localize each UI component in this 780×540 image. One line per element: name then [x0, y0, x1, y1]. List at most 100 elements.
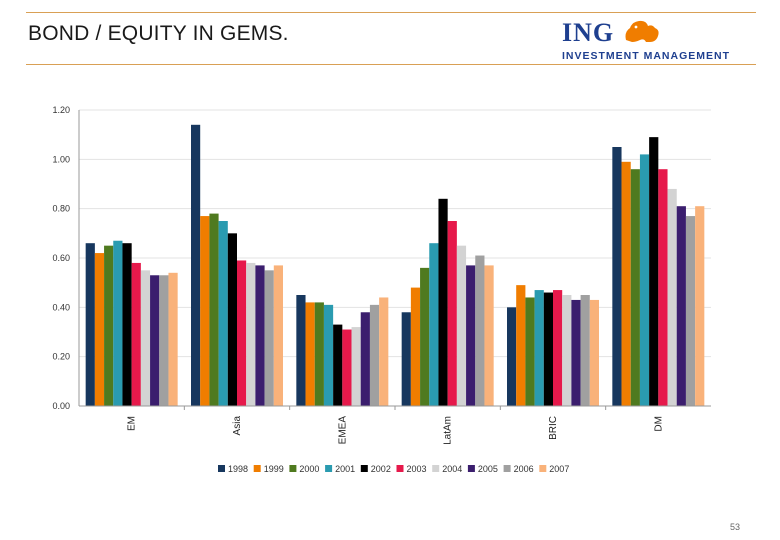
bar-bric-1998 — [507, 307, 517, 406]
legend-swatch — [503, 465, 511, 472]
bar-asia-1998 — [191, 124, 201, 407]
category-label: EM — [127, 416, 138, 431]
bar-bric-2004 — [562, 295, 572, 406]
bar-asia-2007 — [273, 265, 283, 406]
lion-icon — [625, 20, 659, 42]
bar-asia-2001 — [218, 221, 228, 406]
bar-dm-2007 — [695, 206, 705, 406]
legend-swatch — [218, 465, 225, 472]
chart-bars — [85, 124, 705, 407]
y-tick-label: 0.00 — [52, 401, 70, 411]
bar-dm-2006 — [685, 216, 696, 406]
legend-swatch — [360, 465, 368, 472]
bar-latam-2000 — [420, 267, 430, 406]
y-tick-label: 0.20 — [52, 352, 70, 362]
page-number: 53 — [729, 522, 740, 532]
bar-latam-1998 — [401, 312, 411, 406]
bar-bric-2006 — [580, 295, 590, 406]
chart-grid — [79, 109, 711, 358]
legend-swatch — [289, 465, 297, 472]
bar-em-1999 — [94, 253, 105, 406]
bar-emea-2001 — [323, 304, 334, 406]
bar-bric-2007 — [589, 299, 599, 406]
category-label: EMEA — [337, 416, 348, 445]
bar-bric-2003 — [553, 290, 563, 406]
legend-swatch — [396, 465, 404, 472]
logo-brand: ING — [562, 18, 615, 47]
bar-emea-2005 — [360, 312, 370, 406]
bar-latam-2007 — [484, 265, 494, 406]
bar-dm-2001 — [639, 154, 650, 406]
bar-em-2004 — [140, 270, 151, 406]
bar-emea-1998 — [296, 295, 306, 406]
chart-legend: 1998 1999 2000 2001 2002 2003 2004 2005 2006 2007 — [218, 464, 569, 474]
header-bottom-rule — [26, 64, 756, 65]
legend-label: 1999 — [264, 464, 284, 474]
chart-axes — [78, 110, 711, 410]
y-tick-labels: 0.00 0.20 0.40 0.60 0.80 1.00 1.20 — [52, 105, 70, 411]
bar-em-2005 — [150, 275, 160, 406]
legend-label: 2000 — [299, 464, 319, 474]
bar-emea-2002 — [333, 324, 343, 406]
bar-emea-2006 — [369, 304, 380, 406]
legend-swatch — [467, 465, 475, 472]
bar-em-2002 — [122, 243, 132, 406]
y-tick-label: 0.80 — [52, 204, 70, 214]
bar-em-1998 — [85, 243, 95, 406]
legend-swatch — [325, 465, 333, 472]
y-tick-label: 0.40 — [52, 302, 70, 312]
slide-title: BOND / EQUITY IN GEMS. — [28, 22, 289, 45]
bar-asia-2000 — [209, 213, 219, 406]
y-tick-label: 0.60 — [52, 253, 70, 263]
legend-label: 2005 — [478, 464, 498, 474]
bar-latam-2004 — [456, 245, 467, 406]
legend-label: 2006 — [514, 464, 534, 474]
bar-em-2003 — [131, 262, 141, 406]
y-tick-label: 1.20 — [52, 105, 70, 115]
bar-emea-1999 — [305, 302, 315, 406]
bar-emea-2007 — [379, 297, 389, 406]
bar-bric-2005 — [571, 299, 581, 406]
bar-dm-2003 — [658, 169, 668, 406]
category-label: LatAm — [443, 416, 454, 445]
category-labels: EM Asia EMEA LatAm BRIC DM — [127, 416, 665, 445]
category-label: DM — [653, 416, 664, 432]
legend-swatch — [539, 465, 547, 472]
legend-label: 2004 — [442, 464, 462, 474]
bar-em-2001 — [113, 240, 123, 406]
bar-emea-2004 — [351, 327, 361, 406]
bar-dm-2000 — [630, 169, 640, 406]
bar-emea-2003 — [342, 329, 352, 406]
bar-asia-2005 — [255, 265, 265, 406]
bar-latam-2003 — [447, 221, 457, 406]
bar-bric-2002 — [543, 292, 553, 406]
bar-asia-2002 — [227, 233, 237, 406]
legend-label: 2002 — [371, 464, 391, 474]
logo-subtitle: INVESTMENT MANAGEMENT — [562, 50, 730, 62]
bar-asia-2006 — [264, 270, 274, 406]
category-label: Asia — [232, 416, 243, 436]
legend-label: 2003 — [407, 464, 427, 474]
bar-latam-2005 — [466, 265, 476, 406]
bar-latam-2001 — [429, 243, 439, 406]
bar-dm-2002 — [649, 137, 659, 406]
bar-asia-1999 — [200, 216, 210, 406]
legend-swatch — [432, 465, 440, 472]
bar-em-2007 — [168, 272, 178, 406]
bar-em-2006 — [159, 275, 169, 406]
bar-bric-2001 — [534, 290, 544, 406]
bar-bric-1999 — [516, 285, 526, 406]
bar-bric-2000 — [525, 297, 535, 406]
bar-asia-2004 — [246, 262, 256, 406]
bar-latam-1999 — [410, 287, 421, 406]
bar-dm-2005 — [676, 206, 686, 406]
bar-dm-1999 — [621, 161, 631, 406]
header-top-rule — [26, 12, 756, 13]
legend-label: 2001 — [335, 464, 355, 474]
legend-swatch — [253, 465, 261, 472]
legend-label: 2007 — [549, 464, 569, 474]
bar-dm-1998 — [612, 147, 622, 406]
bar-dm-2004 — [667, 188, 677, 406]
y-tick-label: 1.00 — [52, 154, 70, 164]
